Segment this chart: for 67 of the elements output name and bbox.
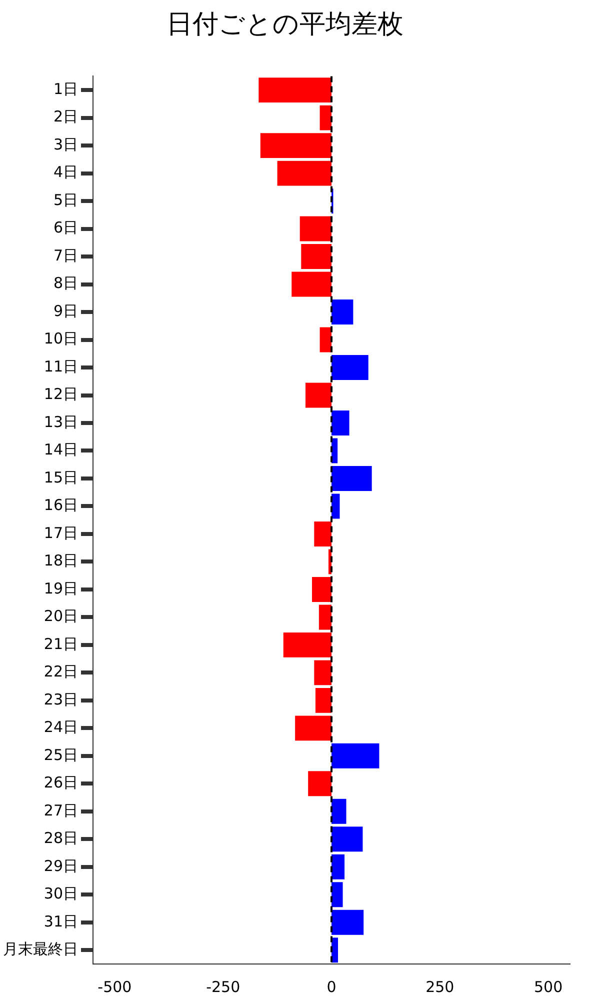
bar [258,78,332,103]
bar [332,910,364,935]
y-tick-label: 7日 [53,246,78,264]
bar [314,521,332,546]
x-tick-label: 500 [534,978,563,996]
y-tick-label: 27日 [44,801,78,820]
y-tick-label: 13日 [44,412,78,431]
y-tick-label: 25日 [44,746,78,764]
y-tick-label: 28日 [44,829,78,848]
y-tick-label: 2日 [53,108,78,126]
y-tick-label: 29日 [44,856,78,875]
y-tick-label: 月末最終日 [3,940,78,958]
y-tick-label: 16日 [44,496,78,514]
y-tick-label: 8日 [53,274,78,292]
y-tick-label: 12日 [44,385,78,404]
y-tick-label: 6日 [53,218,78,237]
y-tick-label: 22日 [44,662,78,681]
bar [332,798,346,824]
bar [332,882,343,908]
x-tick-label: 0 [326,978,336,996]
bar [315,688,332,713]
bar [314,660,332,686]
bar [320,327,332,352]
y-tick-label: 5日 [53,190,78,209]
y-tick-label: 3日 [53,135,78,154]
x-tick-label: 250 [426,978,454,996]
bar [332,854,345,880]
y-tick-label: 21日 [44,634,78,653]
y-tick-label: 19日 [44,579,78,598]
y-tick-label: 30日 [44,884,78,903]
bar [283,632,332,658]
y-tick-label: 18日 [44,552,78,570]
y-tick-label: 24日 [44,718,78,736]
bar [295,716,332,741]
bar [332,938,338,963]
bar [305,382,332,408]
y-tick-label: 4日 [53,163,78,182]
bar [332,355,368,380]
bar [260,133,332,158]
x-tick-label: -500 [98,978,132,996]
y-tick-label: 14日 [44,440,78,459]
y-tick-label: 20日 [44,607,78,626]
y-tick-label: 31日 [44,912,78,930]
bar [332,743,380,768]
bar [320,105,332,130]
bar [318,604,332,630]
bar [332,410,350,436]
bar [332,466,372,491]
bar [277,160,332,186]
bar [292,272,332,297]
y-tick-label: 17日 [44,524,78,542]
y-tick-label: 26日 [44,774,78,792]
x-tick-label: -250 [206,978,240,996]
bar [308,771,332,796]
bar [332,494,340,519]
y-tick-label: 23日 [44,690,78,708]
chart-title: 日付ごとの平均差枚 [166,9,404,40]
y-tick-label: 9日 [53,302,78,320]
bar [312,576,332,602]
y-tick-label: 1日 [53,80,78,98]
y-tick-label: 15日 [44,468,78,486]
bar [300,216,332,242]
y-tick-label: 10日 [44,330,78,348]
y-tick-label: 11日 [44,357,78,376]
bar [332,300,354,325]
bar [301,244,332,270]
bar [332,826,363,852]
